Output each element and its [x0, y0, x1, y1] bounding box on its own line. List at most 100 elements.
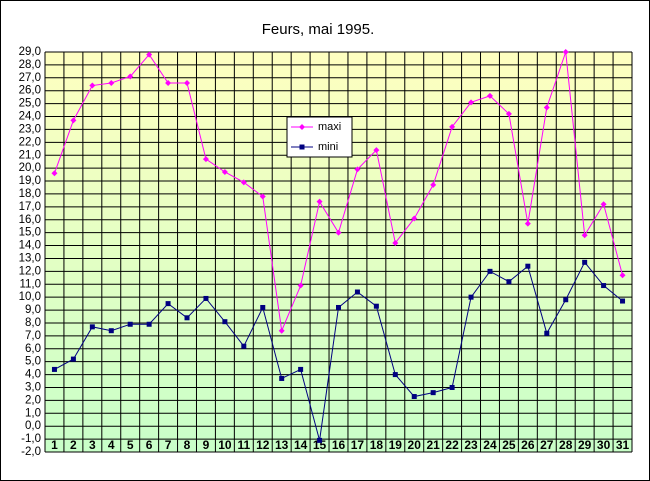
point-marker [203, 295, 209, 301]
x-tick-label: 18 [370, 438, 384, 452]
y-tick-label: -2,0 [21, 446, 41, 458]
x-tick-label: 1 [51, 438, 58, 452]
y-tick-label: -1,0 [21, 433, 41, 445]
x-tick-label: 19 [389, 438, 403, 452]
y-tick-label: 4,0 [25, 369, 41, 381]
point-marker [222, 319, 228, 325]
y-tick-label: 2,0 [25, 394, 41, 406]
point-marker [562, 49, 569, 55]
legend-label: maxi [318, 121, 341, 133]
point-marker [486, 92, 493, 99]
y-tick-label: 23,0 [19, 123, 41, 135]
legend-marker [299, 144, 305, 150]
x-tick-label: 9 [203, 438, 210, 452]
point-marker [279, 375, 285, 381]
y-tick-label: 1,0 [25, 407, 41, 419]
y-tick-label: 24,0 [19, 111, 41, 123]
x-tick-label: 26 [521, 438, 535, 452]
x-tick-label: 15 [313, 438, 327, 452]
point-marker [240, 179, 247, 186]
y-tick-label: 18,0 [19, 188, 41, 200]
point-marker [70, 356, 76, 362]
y-tick-label: 15,0 [19, 227, 41, 239]
x-tick-label: 11 [237, 438, 250, 452]
point-marker [468, 99, 475, 106]
y-tick-label: 8,0 [25, 317, 41, 329]
x-tick-label: 29 [578, 438, 592, 452]
point-marker [165, 79, 172, 86]
point-marker [146, 321, 152, 327]
point-marker [70, 117, 77, 124]
x-tick-label: 31 [616, 438, 630, 452]
point-marker [316, 198, 323, 205]
point-marker [430, 181, 437, 188]
point-marker [468, 294, 474, 300]
legend-box [286, 116, 353, 158]
y-tick-label: 29,0 [19, 46, 41, 58]
chart-title: Feurs, mai 1995. [262, 21, 375, 38]
point-marker [411, 215, 418, 222]
y-tick-label: 11,0 [19, 278, 41, 290]
x-tick-label: 21 [426, 438, 440, 452]
point-marker [298, 366, 304, 372]
point-marker [202, 156, 209, 163]
legend-marker [299, 124, 305, 130]
x-tick-label: 25 [502, 438, 516, 452]
point-marker [127, 321, 133, 327]
point-marker [600, 201, 607, 208]
point-marker [278, 327, 285, 334]
point-marker [582, 259, 588, 265]
x-tick-label: 2 [70, 438, 77, 452]
y-tick-label: 19,0 [19, 175, 41, 187]
point-marker [373, 303, 379, 309]
y-tick-label: 26,0 [19, 85, 41, 97]
x-tick-label: 22 [445, 438, 459, 452]
x-tick-label: 8 [184, 438, 191, 452]
point-marker [544, 330, 550, 336]
y-tick-label: 25,0 [19, 98, 41, 110]
y-tick-label: 6,0 [25, 343, 41, 355]
point-marker [146, 51, 153, 58]
y-tick-label: 22,0 [19, 136, 41, 148]
x-tick-label: 4 [108, 438, 115, 452]
legend-label: mini [318, 141, 338, 153]
y-tick-label: 17,0 [19, 201, 41, 213]
point-marker [297, 282, 304, 289]
point-marker [449, 384, 455, 390]
point-marker [581, 232, 588, 239]
point-marker [108, 79, 115, 86]
y-tick-label: 14,0 [19, 240, 41, 252]
x-tick-label: 27 [540, 438, 554, 452]
point-marker [259, 193, 266, 200]
point-marker [165, 301, 171, 307]
point-marker [89, 82, 96, 89]
point-marker [373, 147, 380, 154]
x-tick-label: 16 [332, 438, 346, 452]
point-marker [51, 366, 57, 372]
point-marker [108, 328, 114, 334]
point-marker [619, 272, 626, 279]
point-marker [184, 315, 190, 321]
y-tick-label: 9,0 [25, 304, 41, 316]
y-tick-label: 16,0 [19, 214, 41, 226]
point-marker [411, 394, 417, 400]
y-tick-label: 28,0 [19, 59, 41, 71]
y-tick-label: 20,0 [19, 162, 41, 174]
x-tick-label: 6 [146, 438, 153, 452]
point-marker [354, 166, 361, 173]
point-marker [51, 170, 58, 177]
y-tick-label: 5,0 [25, 356, 41, 368]
point-marker [601, 283, 607, 289]
point-marker [487, 268, 493, 274]
x-tick-label: 23 [464, 438, 478, 452]
point-marker [221, 169, 228, 175]
x-tick-label: 17 [351, 438, 365, 452]
point-marker [392, 239, 399, 246]
point-marker [127, 73, 134, 80]
y-tick-label: 21,0 [19, 149, 41, 161]
point-marker [620, 298, 626, 304]
y-tick-label: 7,0 [25, 330, 41, 342]
point-marker [563, 297, 569, 303]
x-tick-label: 13 [275, 438, 289, 452]
